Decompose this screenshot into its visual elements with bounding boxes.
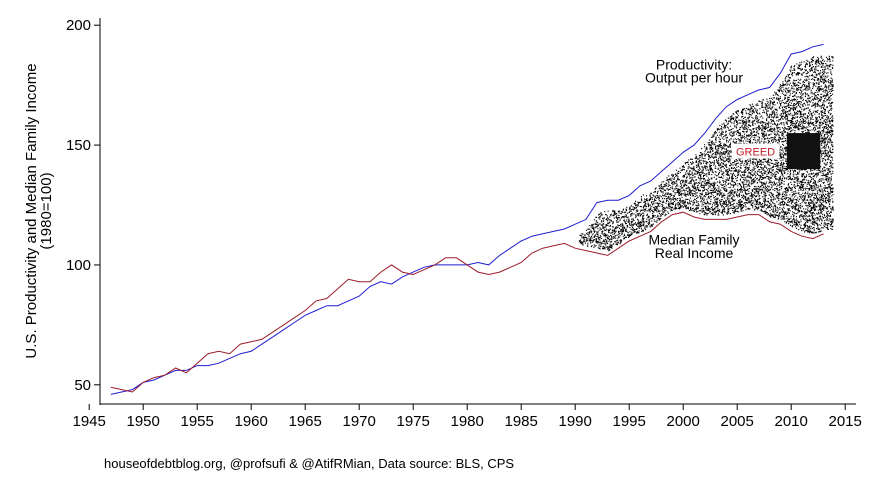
greed-label-bg xyxy=(731,143,780,159)
x-tick-label: 1960 xyxy=(235,413,268,430)
x-tick-label: 1995 xyxy=(613,413,646,430)
annotation-text: Real Income xyxy=(655,245,734,261)
x-tick-label: 2010 xyxy=(775,413,808,430)
greed-label: GREED xyxy=(736,146,775,158)
greed-dot-cloud xyxy=(578,55,834,252)
x-tick-label: 1980 xyxy=(451,413,484,430)
x-tick-label: 1945 xyxy=(73,413,106,430)
annotation-text: Output per hour xyxy=(645,70,743,86)
annotation-text: Productivity: xyxy=(656,57,732,73)
x-tick-label: 1965 xyxy=(289,413,322,430)
greed-dense-block xyxy=(786,133,821,170)
x-tick-label: 1985 xyxy=(505,413,538,430)
greed-dots xyxy=(578,55,834,252)
median-income-line xyxy=(110,211,824,393)
x-tick-label: 2000 xyxy=(667,413,700,430)
y-axis-label: U.S. Productivity and Median Family Inco… xyxy=(23,63,40,358)
source-caption: houseofdebtblog.org, @profsufi & @AtifRM… xyxy=(104,456,515,471)
axes: 50 100 150 200 1945 1950 1955 1960 1965 1970 1975 1… xyxy=(23,17,862,430)
x-tick-label: 1955 xyxy=(181,413,214,430)
y-tick-label: 100 xyxy=(66,257,91,274)
y-tick-label: 50 xyxy=(74,377,91,394)
x-tick-label: 1975 xyxy=(397,413,430,430)
x-tick-label: 1970 xyxy=(343,413,376,430)
annotation-text: Median Family xyxy=(648,232,739,248)
x-tick-label: 1990 xyxy=(559,413,592,430)
y-axis-label-units: (1980=100) xyxy=(38,172,55,249)
x-tick-label: 1950 xyxy=(127,413,160,430)
series-lines xyxy=(110,43,824,395)
y-tick-label: 200 xyxy=(66,17,91,34)
x-tick-label: 2005 xyxy=(721,413,754,430)
x-tick-label: 2015 xyxy=(829,413,862,430)
annotations: Productivity:Output per hour Median Famil… xyxy=(645,57,780,261)
y-tick-label: 150 xyxy=(66,137,91,154)
